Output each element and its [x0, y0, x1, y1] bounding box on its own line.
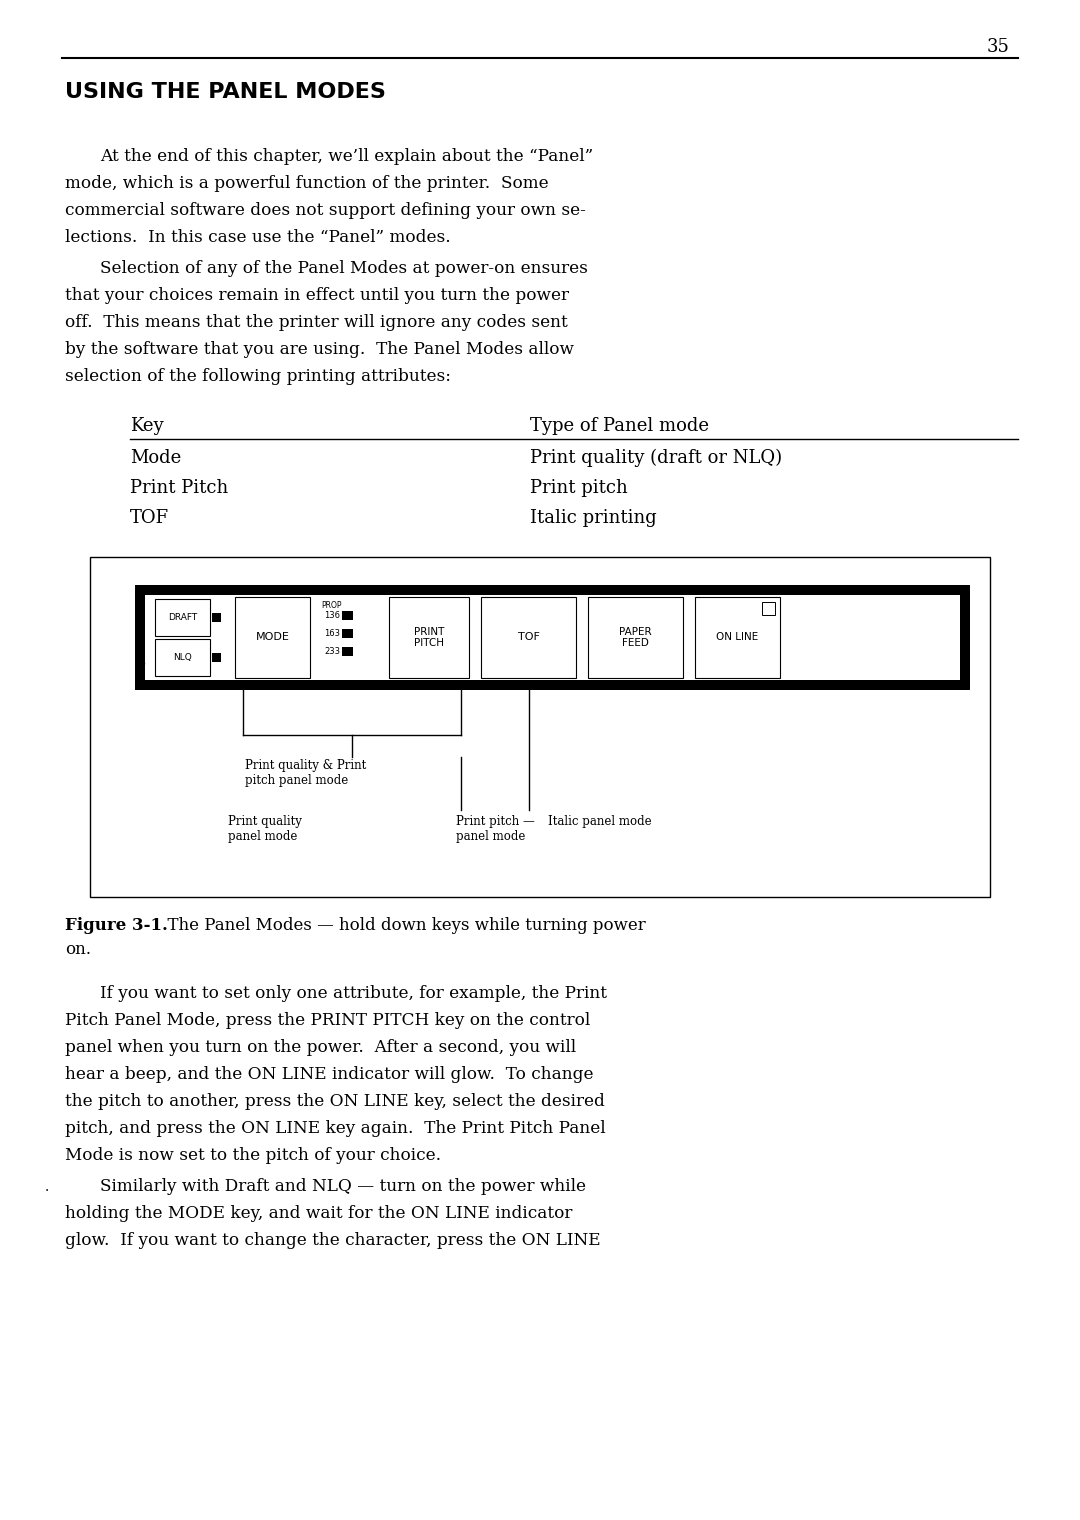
- Text: Pitch Panel Mode, press the PRINT PITCH key on the control: Pitch Panel Mode, press the PRINT PITCH …: [65, 1012, 591, 1029]
- Text: At the end of this chapter, we’ll explain about the “Panel”: At the end of this chapter, we’ll explai…: [100, 147, 593, 166]
- Text: 233: 233: [324, 646, 340, 655]
- Text: PAPER
FEED: PAPER FEED: [619, 626, 652, 649]
- Text: 7: 7: [139, 631, 145, 640]
- Text: ON LINE: ON LINE: [716, 632, 758, 643]
- Text: the pitch to another, press the ON LINE key, select the desired: the pitch to another, press the ON LINE …: [65, 1093, 605, 1110]
- Text: 136: 136: [324, 611, 340, 620]
- Text: PROP: PROP: [322, 600, 342, 610]
- Text: Key: Key: [130, 416, 164, 435]
- Bar: [696, 597, 780, 678]
- Text: Type of Panel mode: Type of Panel mode: [530, 416, 708, 435]
- Text: The Panel Modes — hold down keys while turning power: The Panel Modes — hold down keys while t…: [157, 917, 646, 933]
- Text: glow.  If you want to change the character, press the ON LINE: glow. If you want to change the characte…: [65, 1233, 600, 1249]
- Text: Print pitch: Print pitch: [530, 479, 627, 497]
- Bar: [342, 628, 353, 637]
- Text: panel when you turn on the power.  After a second, you will: panel when you turn on the power. After …: [65, 1040, 576, 1056]
- Text: 163: 163: [324, 628, 340, 637]
- Text: selection of the following printing attributes:: selection of the following printing attr…: [65, 368, 451, 385]
- Text: off.  This means that the printer will ignore any codes sent: off. This means that the printer will ig…: [65, 315, 568, 331]
- Text: that your choices remain in effect until you turn the power: that your choices remain in effect until…: [65, 287, 569, 304]
- Bar: [212, 654, 221, 663]
- Text: Selection of any of the Panel Modes at power-on ensures: Selection of any of the Panel Modes at p…: [100, 260, 588, 277]
- Text: holding the MODE key, and wait for the ON LINE indicator: holding the MODE key, and wait for the O…: [65, 1205, 572, 1222]
- Bar: [389, 597, 469, 678]
- Text: If you want to set only one attribute, for example, the Print: If you want to set only one attribute, f…: [100, 985, 607, 1002]
- Text: Figure 3-1.: Figure 3-1.: [65, 917, 167, 933]
- Bar: [156, 599, 210, 635]
- Text: Italic printing: Italic printing: [530, 509, 657, 527]
- Bar: [145, 594, 960, 679]
- Text: PRINT
PITCH: PRINT PITCH: [414, 626, 444, 649]
- Text: DRAFT: DRAFT: [167, 613, 198, 622]
- Text: on.: on.: [65, 941, 91, 958]
- Text: 6: 6: [139, 658, 145, 667]
- Text: commercial software does not support defining your own se-: commercial software does not support def…: [65, 202, 585, 219]
- Bar: [588, 597, 683, 678]
- Text: Print quality (draft or NLQ): Print quality (draft or NLQ): [530, 448, 782, 467]
- Text: NLQ: NLQ: [173, 654, 192, 663]
- Text: Mode is now set to the pitch of your choice.: Mode is now set to the pitch of your cho…: [65, 1148, 441, 1164]
- Text: pitch, and press the ON LINE key again.  The Print Pitch Panel: pitch, and press the ON LINE key again. …: [65, 1120, 606, 1137]
- Text: 35: 35: [987, 38, 1010, 56]
- Text: Print quality & Print
pitch panel mode: Print quality & Print pitch panel mode: [245, 758, 366, 787]
- Text: by the software that you are using.  The Panel Modes allow: by the software that you are using. The …: [65, 340, 573, 359]
- Text: Mode: Mode: [130, 448, 181, 467]
- Text: TOF: TOF: [517, 632, 539, 643]
- Text: Italic panel mode: Italic panel mode: [549, 815, 652, 828]
- Text: Print pitch —
panel mode: Print pitch — panel mode: [456, 815, 535, 844]
- Text: mode, which is a powerful function of the printer.  Some: mode, which is a powerful function of th…: [65, 175, 549, 192]
- Bar: [90, 556, 990, 897]
- Bar: [135, 585, 970, 690]
- Text: ·: ·: [45, 1184, 50, 1198]
- Bar: [342, 611, 353, 620]
- Bar: [481, 597, 576, 678]
- Text: Similarly with Draft and NLQ — turn on the power while: Similarly with Draft and NLQ — turn on t…: [100, 1178, 586, 1195]
- Text: ): ): [139, 602, 143, 611]
- Bar: [212, 613, 221, 622]
- Text: USING THE PANEL MODES: USING THE PANEL MODES: [65, 82, 386, 102]
- Text: MODE: MODE: [256, 632, 289, 643]
- Text: TOF: TOF: [130, 509, 170, 527]
- Bar: [156, 638, 210, 676]
- Text: lections.  In this case use the “Panel” modes.: lections. In this case use the “Panel” m…: [65, 230, 450, 246]
- Text: Print Pitch: Print Pitch: [130, 479, 228, 497]
- Bar: [762, 602, 775, 616]
- Bar: [235, 597, 310, 678]
- Text: hear a beep, and the ON LINE indicator will glow.  To change: hear a beep, and the ON LINE indicator w…: [65, 1066, 594, 1082]
- Bar: [342, 646, 353, 655]
- Text: Print quality
panel mode: Print quality panel mode: [228, 815, 302, 844]
